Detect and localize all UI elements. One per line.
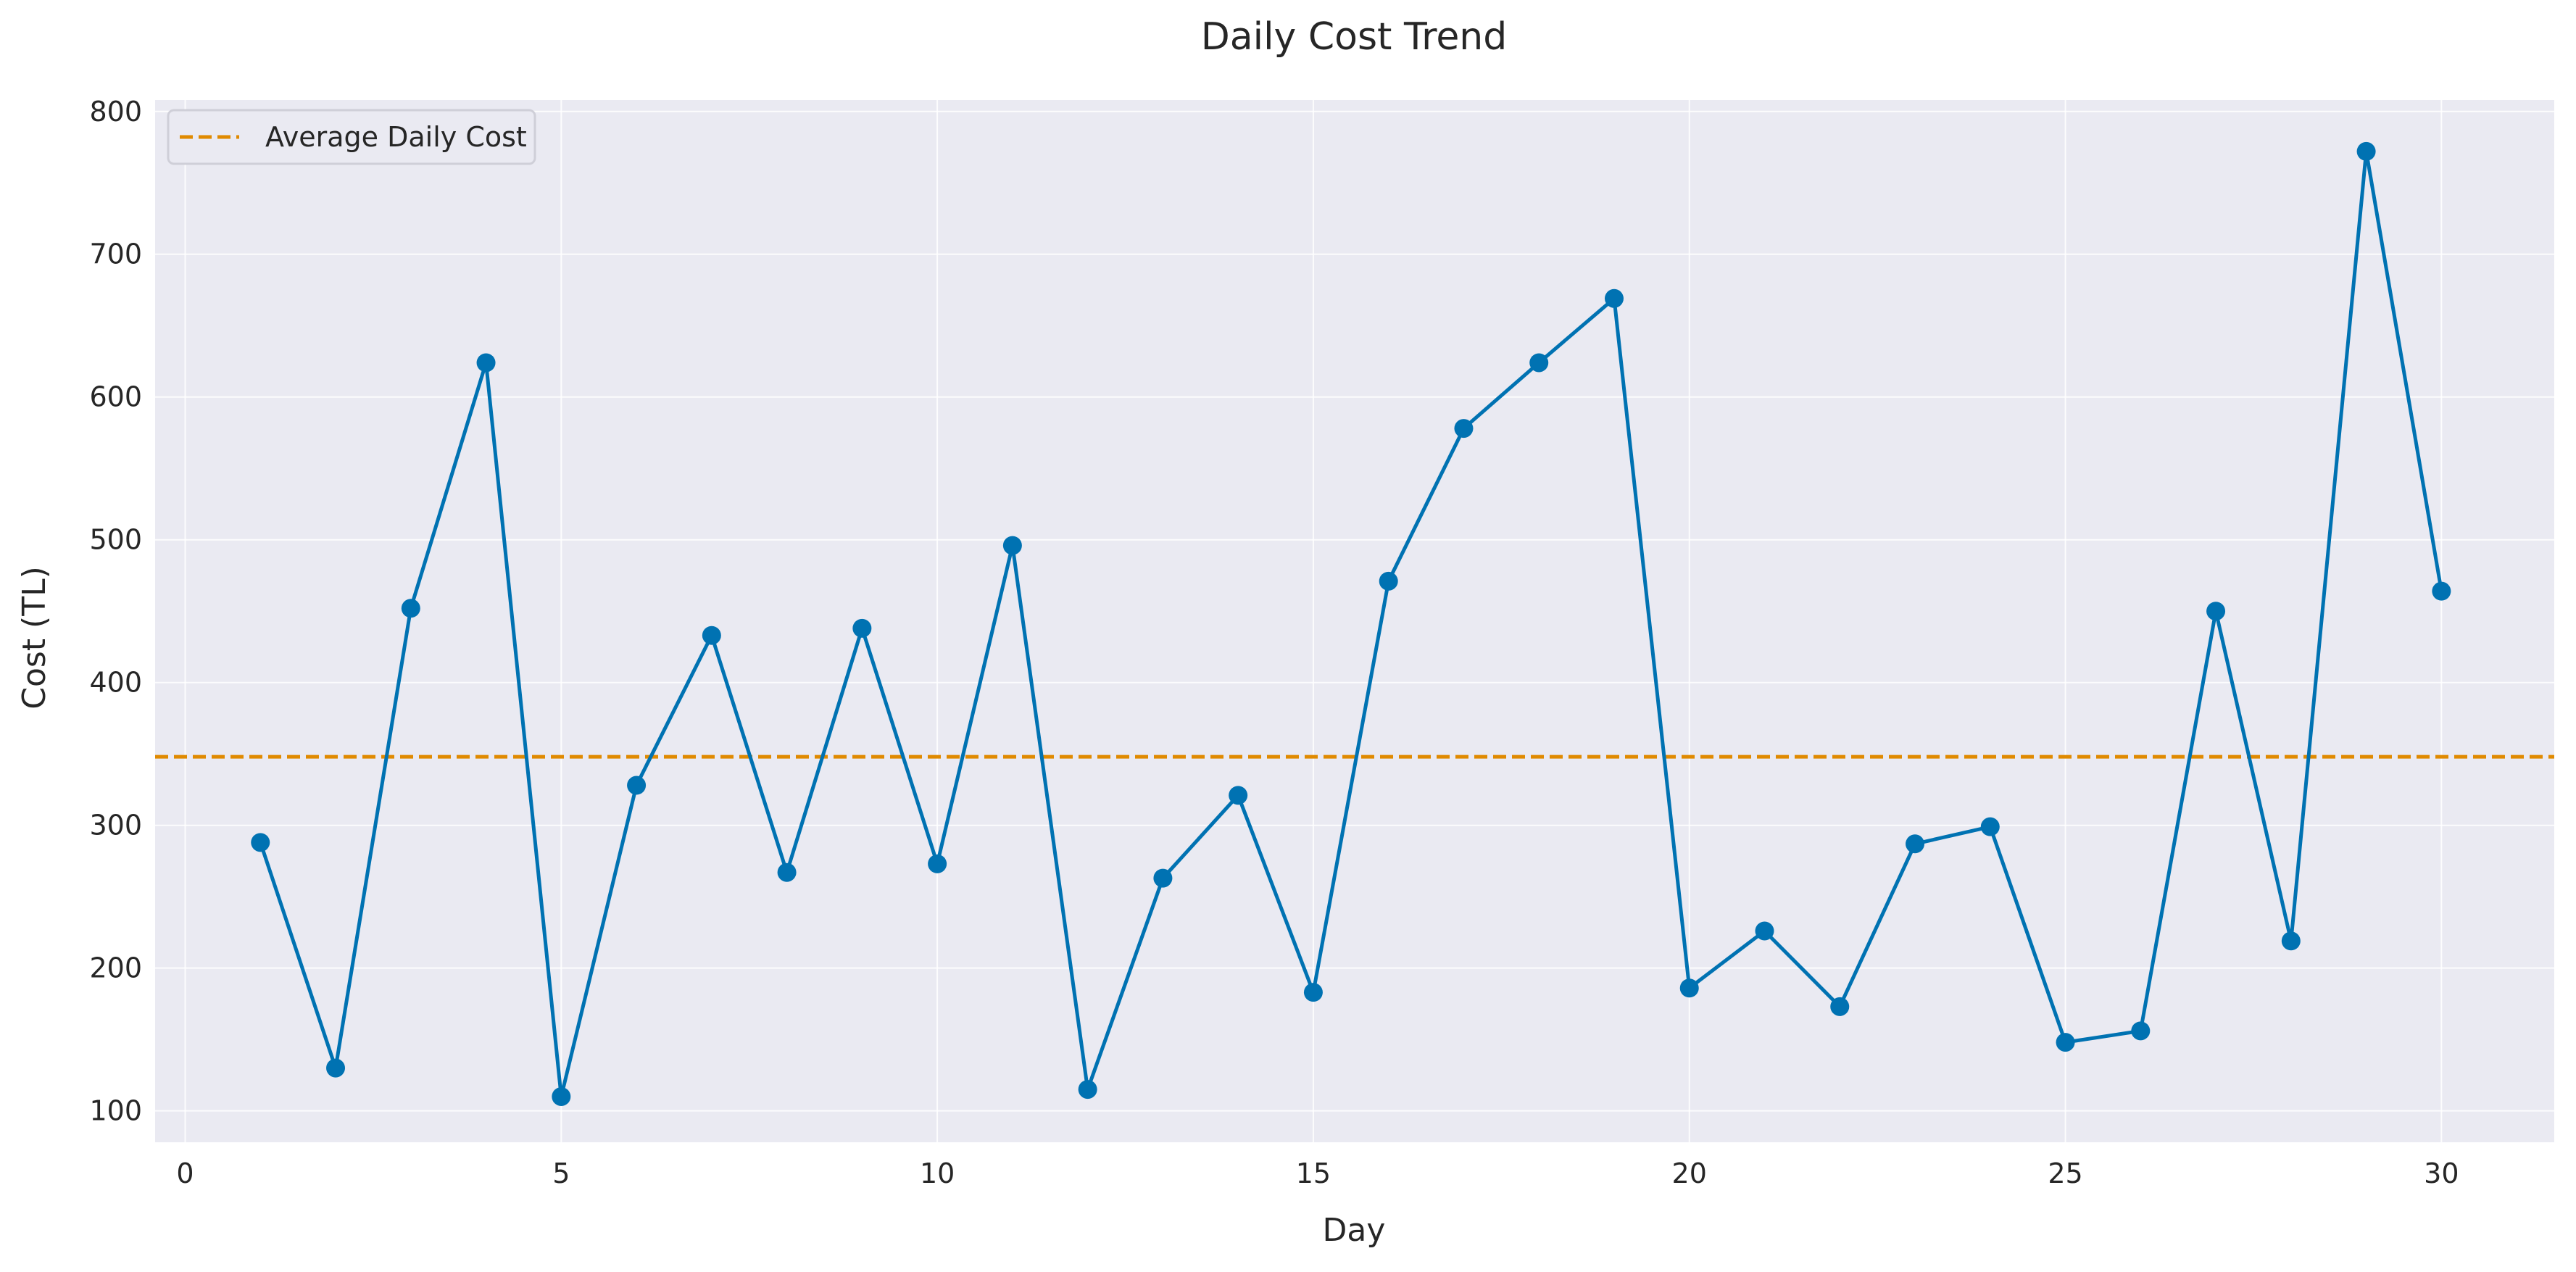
- x-tick-label: 0: [176, 1157, 194, 1189]
- data-point: [2356, 141, 2376, 161]
- x-axis-ticks: 0 5 10 15 20 25 30: [176, 1157, 2459, 1189]
- data-point: [1002, 536, 1022, 555]
- y-tick-label: 300: [89, 810, 142, 841]
- data-point: [552, 1086, 571, 1106]
- data-point: [928, 854, 947, 873]
- x-tick-label: 15: [1296, 1157, 1331, 1189]
- data-point: [852, 618, 872, 638]
- data-point: [1980, 817, 2000, 836]
- data-point: [1755, 921, 1774, 941]
- x-axis-label: Day: [1323, 1212, 1386, 1249]
- data-point: [1078, 1080, 1097, 1100]
- x-tick-label: 25: [2048, 1157, 2082, 1189]
- data-point: [2056, 1033, 2075, 1052]
- y-axis-label: Cost (TL): [16, 566, 53, 710]
- y-tick-label: 600: [89, 381, 142, 413]
- data-series: [251, 141, 2451, 1106]
- data-point: [1229, 786, 1248, 805]
- data-point: [476, 353, 496, 373]
- data-point: [1153, 868, 1173, 888]
- data-point: [1679, 978, 1699, 998]
- data-point: [2281, 931, 2301, 951]
- y-tick-label: 200: [89, 952, 142, 984]
- data-point: [1830, 997, 1850, 1016]
- data-point: [2131, 1021, 2151, 1041]
- data-point: [702, 625, 721, 645]
- series-line: [258, 149, 2443, 1099]
- y-axis-ticks: 100 200 300 400 500 600 700 800: [89, 96, 142, 1127]
- grid-lines: [155, 100, 2554, 1142]
- plot-area: [155, 100, 2554, 1142]
- data-point: [2432, 581, 2451, 601]
- data-point: [2206, 602, 2226, 621]
- data-point: [777, 862, 797, 882]
- chart-title: Daily Cost Trend: [1201, 15, 1508, 59]
- x-tick-label: 30: [2424, 1157, 2459, 1189]
- data-point: [326, 1058, 346, 1078]
- data-point: [401, 599, 420, 618]
- data-point: [1906, 834, 1925, 854]
- data-point: [251, 833, 270, 852]
- data-point: [627, 776, 647, 795]
- x-tick-label: 5: [552, 1157, 570, 1189]
- data-point: [1303, 983, 1323, 1002]
- legend-label-average: Average Daily Cost: [265, 121, 527, 153]
- legend: Average Daily Cost: [167, 109, 536, 165]
- legend-box: [167, 109, 536, 165]
- y-tick-label: 400: [89, 667, 142, 699]
- data-point: [1454, 419, 1474, 438]
- x-tick-label: 10: [920, 1157, 955, 1189]
- data-point: [1529, 353, 1549, 373]
- y-tick-label: 100: [89, 1095, 142, 1127]
- y-tick-label: 800: [89, 96, 142, 128]
- y-tick-label: 500: [89, 524, 142, 556]
- data-point: [1604, 288, 1624, 308]
- y-tick-label: 700: [89, 238, 142, 270]
- x-tick-label: 20: [1672, 1157, 1707, 1189]
- data-point: [1379, 571, 1398, 591]
